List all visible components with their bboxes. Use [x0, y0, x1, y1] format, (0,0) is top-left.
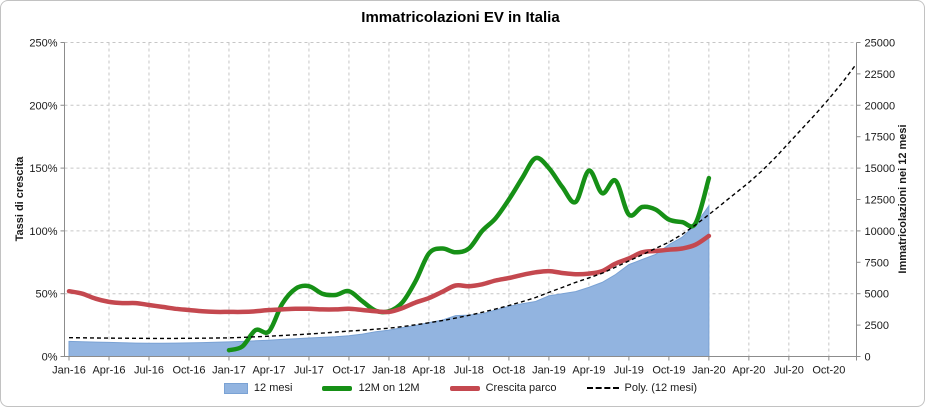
x-tick-label: Jan-16 [52, 365, 86, 377]
y-left-tick-label: 200% [29, 100, 57, 112]
y-right-tick-label: 12500 [865, 195, 896, 207]
x-tick-label: Oct-19 [652, 365, 685, 377]
x-tick-label: Apr-19 [572, 365, 605, 377]
y-right-tick-label: 25000 [865, 38, 896, 50]
chart-legend: 12 mesi 12M on 12M Crescita parco Poly. … [1, 382, 920, 394]
x-tick-label: Oct-16 [172, 365, 205, 377]
y-left-tick-label: 100% [29, 226, 57, 238]
x-tick-label: Apr-17 [252, 365, 285, 377]
y-right-tick-label: 17500 [865, 132, 896, 144]
y-right-tick-label: 5000 [865, 289, 889, 301]
legend-label: 12M on 12M [358, 382, 420, 394]
x-tick-label: Jan-17 [212, 365, 246, 377]
y-left-tick-label: 250% [29, 38, 57, 50]
line-swatch-icon [322, 385, 353, 391]
x-tick-label: Oct-20 [812, 365, 845, 377]
y-right-tick-label: 22500 [865, 69, 896, 81]
x-tick-label: Jul-20 [774, 365, 804, 377]
y-right-tick-label: 0 [865, 352, 871, 364]
legend-label: Crescita parco [485, 382, 557, 394]
x-tick-label: Jan-18 [372, 365, 406, 377]
chart-title: Immatricolazioni EV in Italia [361, 9, 560, 26]
x-tick-label: Jul-16 [134, 365, 164, 377]
y-left-tick-label: 0% [42, 352, 58, 364]
legend-item-12-mesi: 12 mesi [223, 382, 293, 394]
x-tick-label: Oct-17 [332, 365, 365, 377]
series-12-mesi [68, 204, 710, 357]
x-tick-label: Apr-16 [92, 365, 125, 377]
line-swatch-icon [449, 385, 480, 391]
x-tick-label: Jan-20 [692, 365, 726, 377]
x-tick-label: Jan-19 [532, 365, 566, 377]
x-tick-label: Jul-18 [454, 365, 484, 377]
x-tick-label: Apr-18 [412, 365, 445, 377]
legend-label: 12 mesi [253, 382, 293, 394]
legend-item-12m-on-12m: 12M on 12M [322, 382, 420, 394]
series-poly-trendline [68, 64, 857, 340]
legend-item-poly: Poly. (12 mesi) [586, 382, 698, 394]
y-right-tick-label: 10000 [865, 226, 896, 238]
series-12m-on-12m [226, 155, 712, 353]
x-tick-label: Jul-19 [614, 365, 644, 377]
y-right-tick-label: 7500 [865, 257, 889, 269]
x-tick-label: Jul-17 [294, 365, 324, 377]
area-swatch-icon [223, 382, 248, 394]
y-right-tick-label: 15000 [865, 163, 896, 175]
y-left-tick-label: 150% [29, 163, 57, 175]
y-right-tick-label: 20000 [865, 100, 896, 112]
x-tick-label: Oct-18 [492, 365, 525, 377]
legend-item-crescita-parco: Crescita parco [449, 382, 557, 394]
y-left-tick-label: 50% [35, 289, 57, 301]
series-crescita-parco [66, 233, 712, 315]
legend-label: Poly. (12 mesi) [624, 382, 698, 394]
x-tick-label: Apr-20 [732, 365, 765, 377]
dashed-line-swatch-icon [586, 387, 619, 389]
y-right-tick-label: 2500 [865, 320, 889, 332]
